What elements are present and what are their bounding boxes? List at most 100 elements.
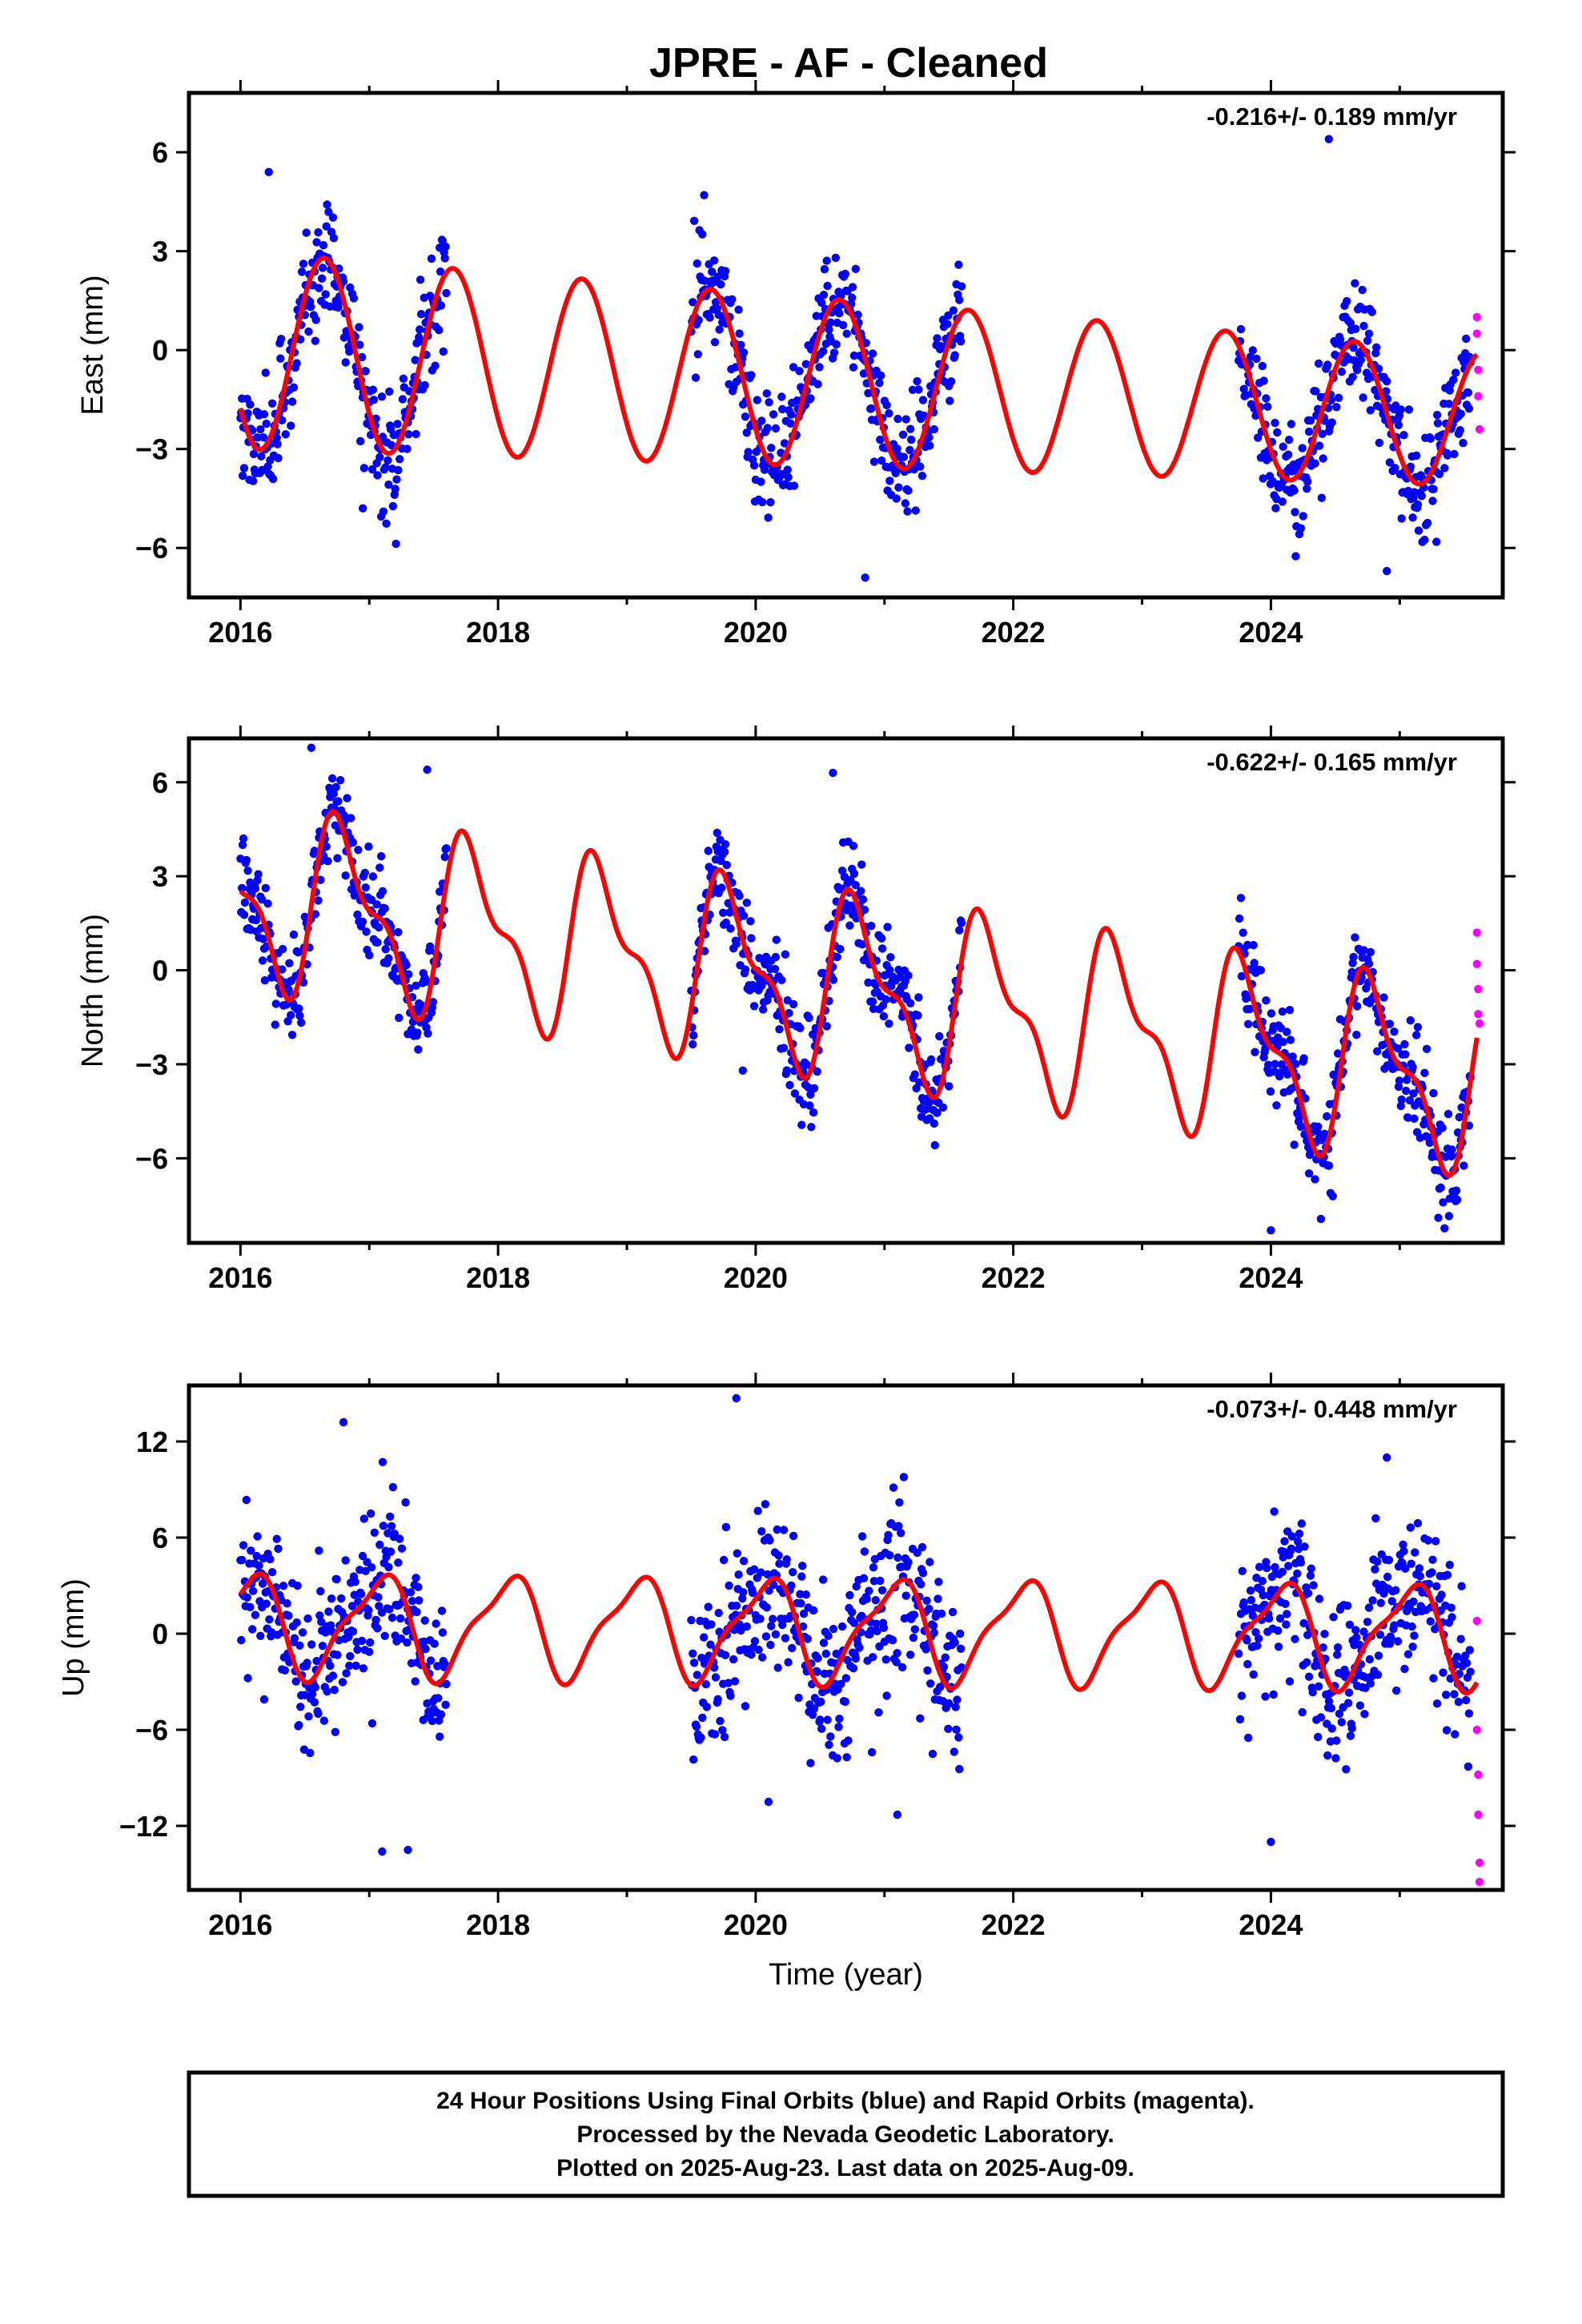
up-data-point [1359, 1627, 1368, 1636]
up-data-point [1376, 1598, 1386, 1607]
north-data-point [869, 1004, 878, 1014]
east-data-point [901, 415, 910, 424]
up-data-point [697, 1733, 705, 1742]
up-data-point [351, 1661, 360, 1671]
north-data-point [825, 996, 833, 1006]
up-data-point [913, 1548, 921, 1558]
up-data-point [871, 1596, 881, 1605]
east-data-point [851, 264, 861, 273]
up-data-point [1255, 1562, 1264, 1571]
east-data-point [823, 281, 832, 291]
up-data-point [698, 1713, 707, 1723]
east-xtick-label: 2018 [466, 616, 530, 649]
up-data-point [941, 1653, 950, 1662]
up-data-point [303, 1659, 311, 1667]
up-data-point [357, 1636, 367, 1646]
up-data-point [1407, 1622, 1416, 1631]
up-data-point [739, 1557, 749, 1566]
up-data-point [845, 1590, 854, 1600]
north-plot-frame [187, 736, 1505, 1245]
up-data-point [1407, 1559, 1415, 1568]
up-data-point [750, 1637, 760, 1646]
east-data-point [1327, 418, 1336, 427]
east-data-point [767, 444, 776, 452]
north-data-point [945, 1082, 954, 1091]
up-data-point [761, 1500, 770, 1509]
east-data-point [436, 267, 445, 276]
north-data-point [886, 953, 895, 962]
east-data-point [436, 301, 446, 310]
north-data-point [806, 1090, 815, 1100]
north-model-line [239, 809, 1480, 1178]
east-data-point [691, 373, 701, 382]
north-data-point [1385, 1019, 1395, 1028]
north-data-point [238, 883, 247, 893]
up-data-point [926, 1558, 934, 1566]
up-data-point [279, 1582, 288, 1590]
up-data-point [330, 1686, 339, 1695]
up-data-point [442, 1679, 451, 1689]
up-data-point [239, 1541, 248, 1550]
up-data-point [794, 1693, 803, 1703]
north-data-point [1271, 1059, 1279, 1068]
up-data-point [835, 1715, 844, 1723]
east-data-point [278, 416, 287, 424]
up-data-point [788, 1643, 797, 1653]
east-data-point [1284, 436, 1294, 444]
east-data-point [1236, 324, 1246, 334]
up-data-point [1432, 1582, 1441, 1591]
east-data-point [820, 265, 829, 274]
north-data-point [285, 959, 294, 968]
up-data-point [829, 1624, 838, 1634]
up-data-point [361, 1566, 370, 1576]
north-data-point [327, 774, 337, 783]
up-data-point [1447, 1613, 1456, 1622]
up-data-point [1427, 1568, 1436, 1577]
up-data-point [732, 1393, 741, 1403]
up-data-point [855, 1643, 864, 1652]
up-data-point [720, 1732, 729, 1742]
up-data-point [438, 1628, 448, 1637]
east-data-point [1382, 387, 1391, 396]
up-data-point [1327, 1724, 1336, 1733]
east-data-point [914, 385, 923, 394]
north-data-point [1403, 1076, 1411, 1084]
east-data-point [757, 477, 765, 486]
up-data-point [375, 1540, 384, 1550]
north-data-point [1266, 1087, 1275, 1096]
up-data-point [434, 1694, 443, 1703]
north-data-point [1464, 1121, 1474, 1130]
up-data-point [865, 1586, 873, 1595]
up-data-point [337, 1594, 346, 1603]
north-data-point [789, 999, 798, 1009]
north-xtick-label: 2016 [208, 1261, 272, 1294]
up-data-point [272, 1534, 281, 1543]
up-data-point [315, 1611, 324, 1620]
east-data-point [778, 404, 787, 414]
up-data-point [877, 1586, 887, 1595]
up-data-point [1363, 1618, 1372, 1626]
east-data-point [1432, 411, 1442, 420]
north-data-point [717, 883, 726, 892]
east-data-point [825, 325, 833, 334]
up-data-point [1281, 1599, 1290, 1609]
north-ytick-label: 0 [152, 955, 168, 987]
north-data-point [395, 1013, 404, 1023]
east-data-point [375, 452, 384, 462]
east-data-point [753, 396, 761, 404]
up-data-point [869, 1577, 879, 1586]
north-data-point [402, 960, 411, 970]
north-data-point [836, 944, 845, 954]
up-data-point [248, 1625, 257, 1634]
north-data-point [885, 1019, 893, 1028]
north-data-point [1279, 1037, 1287, 1047]
up-data-point [401, 1498, 410, 1507]
east-rapid-point [1474, 392, 1483, 401]
north-rapid-point [1474, 1010, 1483, 1019]
up-data-point [825, 1740, 833, 1749]
up-data-point [1319, 1643, 1327, 1652]
up-data-point [789, 1531, 798, 1541]
east-data-point [1351, 324, 1360, 333]
east-ytick-label: 3 [152, 235, 168, 268]
east-data-point [1320, 416, 1329, 425]
